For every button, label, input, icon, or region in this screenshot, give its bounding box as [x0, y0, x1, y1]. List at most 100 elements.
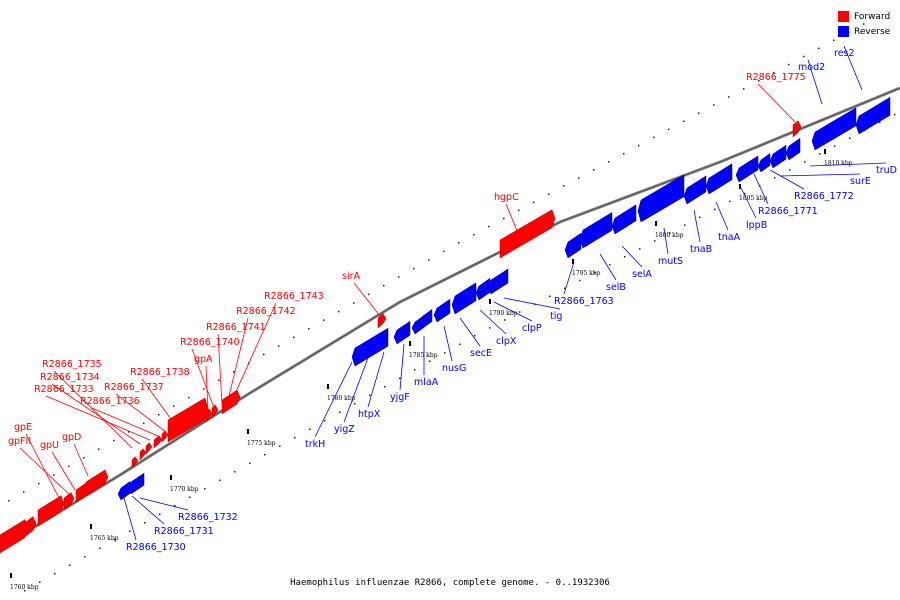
reverse-gene-label: htpX — [358, 409, 381, 420]
scale-dot-upper — [743, 88, 745, 90]
scale-dot-upper — [473, 233, 475, 236]
reverse-gene-leader — [769, 169, 805, 190]
scale-dot-upper — [203, 388, 205, 390]
scale-dot — [414, 369, 416, 371]
tick-label: 1795 kbp — [572, 270, 601, 277]
scale-dot — [354, 403, 356, 405]
forward-gene-leader — [51, 383, 141, 445]
forward-gene-label: gpU — [40, 440, 59, 451]
scale-dot — [129, 530, 131, 532]
reverse-gene-label: yigZ — [334, 424, 355, 435]
reverse-gene-leader — [139, 497, 189, 511]
reverse-gene-label: lppB — [746, 220, 767, 231]
tick-mark — [247, 429, 249, 434]
reverse-gene-leader — [479, 309, 507, 335]
scale-dot-upper — [263, 353, 265, 356]
scale-dot — [879, 121, 881, 124]
scale-dot-upper — [833, 39, 835, 41]
reverse-gene-leader — [399, 343, 405, 391]
reverse-gene-1 — [117, 480, 131, 501]
forward-gene-label: gpD — [62, 432, 81, 443]
forward-gene-leader — [51, 451, 76, 491]
scale-dot-upper — [653, 136, 655, 139]
scale-dot-upper — [8, 500, 10, 502]
legend: Forward Reverse — [838, 9, 890, 39]
forward-gene-leader — [757, 83, 796, 123]
forward-gene-label: R2866_1737 — [104, 382, 164, 393]
reverse-gene-15 — [683, 175, 707, 205]
reverse-gene-label: tnaB — [690, 244, 712, 255]
scale-dot-upper — [158, 414, 160, 416]
legend-reverse: Reverse — [838, 24, 890, 39]
forward-gene-label: R2866_1740 — [180, 337, 240, 348]
forward-gene-label: R2866_1734 — [40, 372, 100, 383]
scale-dot-upper — [548, 193, 550, 195]
reverse-gene-leader — [663, 227, 669, 255]
scale-dot — [489, 327, 491, 329]
tick-mark — [170, 475, 172, 480]
scale-dot-upper — [683, 120, 685, 122]
scale-dot-upper — [278, 345, 280, 347]
scale-dot-upper — [698, 112, 700, 114]
scale-dot-upper — [413, 267, 415, 270]
scale-dot-upper — [308, 328, 310, 330]
tick-label: 1765 kbp — [90, 535, 119, 542]
scale-dot — [849, 137, 851, 139]
scale-dot — [609, 263, 611, 266]
scale-dot-upper — [218, 379, 220, 382]
forward-gene-leader — [115, 393, 167, 433]
tick-mark — [655, 221, 657, 226]
reverse-gene-leader — [753, 173, 769, 205]
forward-gene-label: R2866_1738 — [130, 367, 190, 378]
reverse-gene-label: res2 — [834, 48, 855, 59]
scale-dot — [114, 539, 116, 541]
forward-gene-leader — [19, 447, 71, 496]
forward-swatch — [838, 11, 849, 22]
scale-dot-upper — [458, 242, 460, 244]
scale-dot — [894, 113, 896, 116]
forward-gene-4 — [63, 492, 75, 511]
tick-mark — [10, 573, 12, 578]
scale-dot-upper — [608, 161, 610, 163]
scale-dot-upper — [83, 457, 85, 459]
scale-dot-upper — [293, 336, 295, 339]
tick-mark — [824, 149, 826, 154]
reverse-gene-leader — [343, 357, 369, 423]
tick-mark — [409, 341, 411, 346]
reverse-gene-label: secE — [470, 348, 492, 359]
tick-label: 1805 kbp — [739, 195, 768, 202]
scale-dot — [459, 343, 461, 345]
forward-gene-leader — [73, 443, 89, 477]
legend-reverse-label: Reverse — [854, 26, 891, 37]
forward-gene-label: gpA — [194, 354, 213, 365]
scale-dot-upper — [233, 371, 235, 373]
forward-gene-9 — [145, 442, 153, 455]
scale-dot-upper — [323, 319, 325, 321]
reverse-gene-label: R2866_1732 — [178, 512, 238, 523]
scale-dot-upper — [53, 474, 55, 476]
forward-gene-13 — [205, 408, 213, 423]
reverse-gene-leader — [314, 361, 353, 438]
scale-dot-upper — [713, 104, 715, 106]
reverse-gene-label: mod2 — [798, 62, 825, 73]
tick-label: 1810 kbp — [824, 160, 853, 167]
tick-label: 1780 kbp — [327, 395, 356, 402]
reverse-gene-label: R2866_1771 — [758, 206, 818, 217]
reverse-gene-label: truD — [876, 165, 897, 176]
forward-gene-11 — [161, 430, 169, 443]
scale-dot — [189, 496, 191, 498]
scale-dot-upper — [518, 209, 520, 212]
forward-gene-17 — [499, 209, 556, 259]
forward-gene-label: hgpC — [494, 192, 519, 203]
scale-dot-upper — [398, 276, 400, 278]
scale-dot-upper — [668, 128, 670, 131]
reverse-gene-7 — [433, 298, 451, 323]
scale-dot-upper — [98, 448, 100, 450]
reverse-gene-label: mlaA — [414, 377, 439, 388]
reverse-gene-4 — [393, 320, 411, 345]
forward-gene-label: R2866_1741 — [206, 322, 266, 333]
reverse-gene-leader — [739, 185, 757, 219]
scale-dot — [264, 454, 266, 456]
scale-dot — [174, 505, 176, 507]
reverse-gene-label: selB — [606, 282, 626, 293]
